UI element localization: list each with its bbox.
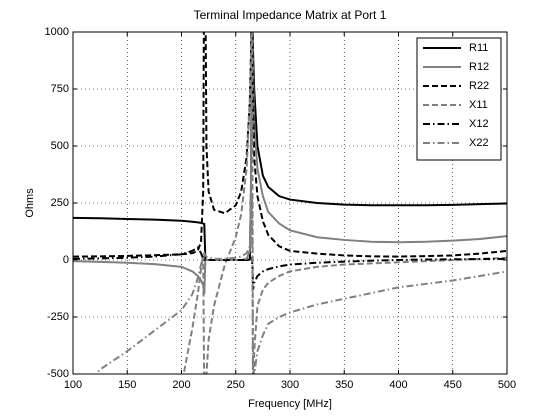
x-tick-label: 200 — [172, 379, 190, 391]
chart-title: Terminal Impedance Matrix at Port 1 — [194, 8, 387, 22]
legend-label: X12 — [469, 118, 489, 130]
legend-box — [416, 37, 502, 161]
axes-box — [72, 31, 508, 375]
x-tick-label: 350 — [335, 379, 353, 391]
y-tick-label: 250 — [51, 197, 69, 209]
legend-label: R12 — [469, 61, 489, 73]
y-tick-label: 1000 — [45, 26, 69, 38]
series-line — [94, 191, 507, 374]
y-tick-label: 500 — [51, 140, 69, 152]
legend-label: R22 — [469, 80, 489, 92]
y-tick-label: 0 — [63, 254, 69, 266]
x-tick-label: 100 — [64, 379, 82, 391]
series-line — [182, 32, 507, 374]
y-axis-label: Ohms — [24, 188, 36, 218]
x-tick-label: 150 — [118, 379, 136, 391]
y-tick-label: -250 — [47, 311, 69, 323]
x-tick-label: 400 — [389, 379, 407, 391]
series-line — [73, 246, 507, 290]
x-tick-label: 500 — [498, 379, 516, 391]
x-tick-label: 300 — [281, 379, 299, 391]
series-line — [73, 32, 507, 295]
y-tick-label: 750 — [51, 83, 69, 95]
legend-label: X11 — [469, 99, 488, 111]
x-axis-label: Frequency [MHz] — [248, 398, 332, 410]
legend: R11 R12 R22 X11 X12 X22 — [416, 37, 502, 161]
legend-label: R11 — [469, 42, 488, 54]
legend-label: X22 — [469, 137, 489, 149]
lines — [73, 32, 507, 374]
series-line — [73, 32, 507, 258]
y-tick-label: -500 — [47, 368, 69, 380]
x-tick-label: 450 — [444, 379, 462, 391]
x-tick-label: 250 — [227, 379, 245, 391]
